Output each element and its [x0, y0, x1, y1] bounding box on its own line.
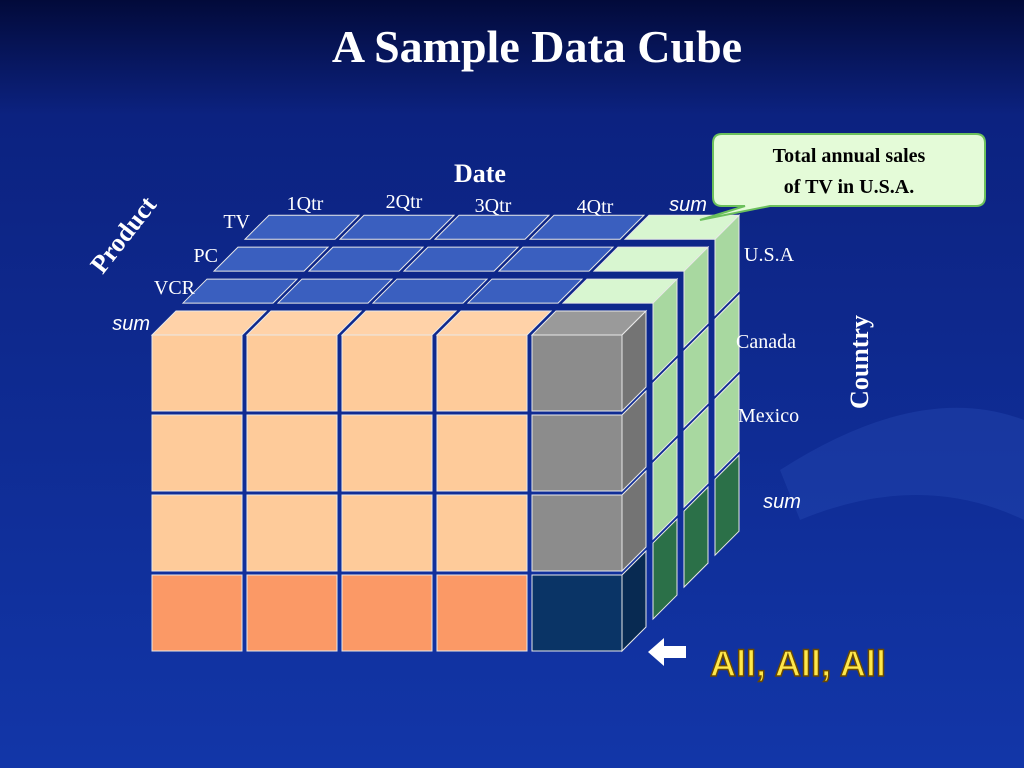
cube-side: [714, 294, 740, 397]
decor: [780, 407, 1024, 520]
cube-side: [714, 454, 740, 557]
callout-box: [699, 133, 986, 221]
cube-front: [151, 574, 243, 652]
product-item: sum: [112, 313, 150, 335]
cube-side: [683, 325, 709, 429]
cube-top: [243, 214, 361, 240]
cube-side: [652, 517, 678, 621]
cube-front: [246, 334, 338, 412]
cube-side: [652, 277, 678, 381]
cube-top: [402, 246, 520, 272]
cube-side: [652, 357, 678, 461]
cube-front: [341, 334, 433, 412]
cube: [150, 214, 741, 653]
cube-front: [436, 574, 528, 652]
cube-front: [246, 574, 338, 652]
cube-top: [371, 278, 489, 304]
cube-top: [338, 214, 456, 240]
callout-text: Total annual sales: [773, 145, 926, 167]
cube-top: [433, 214, 551, 240]
cube-front: [151, 414, 243, 492]
cube-top: [212, 246, 330, 272]
cube-side: [652, 437, 678, 541]
cube-front: [341, 414, 433, 492]
cube-front: [436, 494, 528, 572]
product-item: VCR: [154, 277, 196, 299]
cube-front: [246, 414, 338, 492]
cube-side: [683, 405, 709, 509]
cube-front: [531, 574, 623, 652]
cube-front: [341, 574, 433, 652]
country-item: sum: [763, 491, 801, 513]
cube-side: [714, 374, 740, 477]
country-label: Country: [845, 315, 874, 409]
date-item: 2Qtr: [386, 191, 423, 213]
cube-top: [528, 214, 646, 240]
cube-side: [683, 485, 709, 589]
cube-top: [276, 278, 394, 304]
arrow: [648, 638, 686, 666]
date-item: 4Qtr: [577, 196, 614, 218]
cube-front: [531, 414, 623, 492]
cube-top: [497, 246, 615, 272]
country-item: U.S.A: [744, 244, 795, 266]
cube-side: [714, 214, 740, 317]
country-item: Mexico: [738, 405, 799, 427]
cube-top: [307, 246, 425, 272]
cube-side: [683, 245, 709, 349]
cube-front: [531, 494, 623, 572]
title: A Sample Data Cube: [332, 21, 742, 72]
date-item: 3Qtr: [475, 195, 512, 217]
cube-top: [181, 278, 299, 304]
country-item: Canada: [736, 331, 796, 353]
cube-front: [341, 494, 433, 572]
cube-top: [466, 278, 584, 304]
product-item: TV: [223, 211, 250, 233]
cube-front: [246, 494, 338, 572]
all-label: All, All, All: [710, 643, 886, 684]
date-label: Date: [454, 159, 506, 188]
cube-front: [436, 414, 528, 492]
cube-front: [436, 334, 528, 412]
callout-text: of TV in U.S.A.: [784, 176, 914, 198]
cube-front: [531, 334, 623, 412]
date-item: 1Qtr: [287, 193, 324, 215]
date-item: sum: [669, 194, 707, 216]
cube-front: [151, 494, 243, 572]
cube-front: [151, 334, 243, 412]
product-item: PC: [194, 245, 218, 267]
